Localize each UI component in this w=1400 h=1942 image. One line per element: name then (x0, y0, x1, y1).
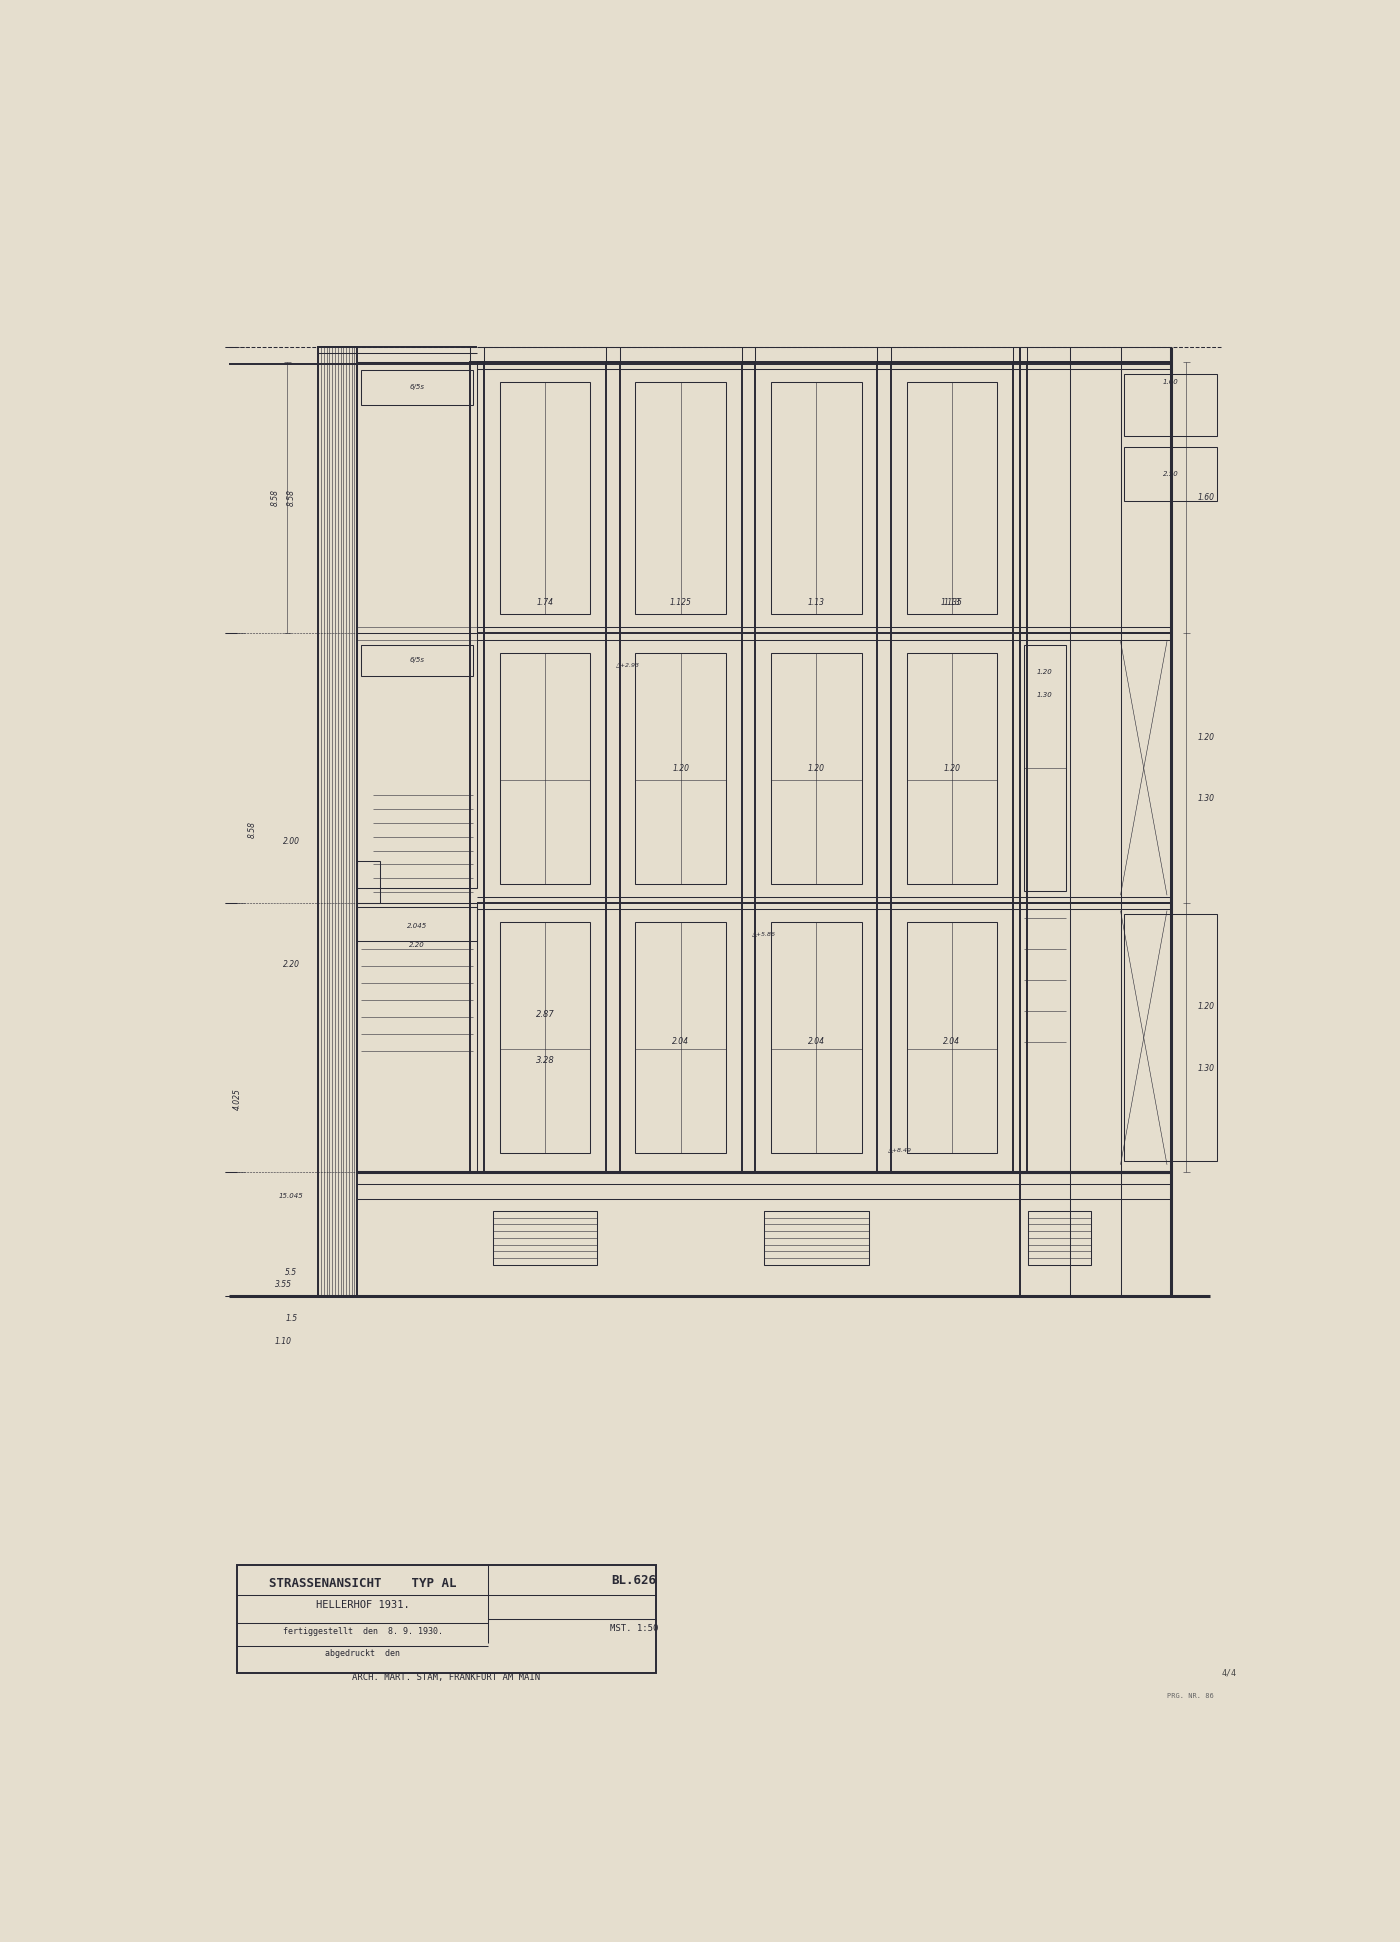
Bar (606, 363, 620, 1173)
Bar (470, 363, 484, 1173)
Bar (361, 371, 473, 404)
Text: 4/4: 4/4 (1221, 1668, 1236, 1678)
Text: 1.30: 1.30 (1197, 1064, 1214, 1074)
Bar (237, 1565, 655, 1672)
Text: HELLERHOF 1931.: HELLERHOF 1931. (315, 1600, 409, 1610)
Bar (500, 653, 591, 884)
Bar (907, 922, 997, 1154)
Text: BL.626: BL.626 (612, 1575, 657, 1587)
Bar (907, 653, 997, 884)
Text: 3.55: 3.55 (274, 1280, 293, 1289)
Text: △+8.49: △+8.49 (888, 1148, 911, 1152)
Text: 2.04: 2.04 (944, 1037, 960, 1047)
Bar (771, 383, 861, 614)
Text: 8.58: 8.58 (287, 489, 295, 507)
Text: 1.20: 1.20 (672, 763, 689, 773)
Text: △+2.93: △+2.93 (616, 662, 640, 666)
Bar (357, 860, 381, 903)
Text: 2.50: 2.50 (1163, 472, 1179, 478)
Text: STRASSENANSICHT    TYP AL: STRASSENANSICHT TYP AL (269, 1577, 456, 1590)
Text: 6/5s: 6/5s (410, 658, 424, 664)
Bar (1124, 447, 1218, 501)
Bar (742, 363, 756, 1173)
Bar (1124, 375, 1218, 435)
Text: 2.20: 2.20 (283, 959, 300, 969)
Bar (361, 645, 473, 676)
Bar (318, 348, 357, 1295)
Bar (500, 383, 591, 614)
Text: 1.135: 1.135 (941, 598, 963, 608)
Text: abgedruckt  den: abgedruckt den (325, 1649, 400, 1658)
Bar (500, 922, 591, 1154)
Text: 5.5: 5.5 (286, 1268, 297, 1278)
Bar (493, 1212, 598, 1264)
Text: 1.125: 1.125 (669, 598, 692, 608)
Text: 2.04: 2.04 (672, 1037, 689, 1047)
Bar (636, 922, 727, 1154)
Text: 1.13: 1.13 (808, 598, 825, 608)
Text: 8.58: 8.58 (248, 821, 258, 837)
Text: 1.30: 1.30 (1197, 794, 1214, 804)
Text: 2.045: 2.045 (407, 922, 427, 928)
Text: 2.00: 2.00 (283, 837, 300, 847)
Bar (878, 363, 892, 1173)
Text: 1.30: 1.30 (1037, 691, 1053, 697)
Text: 2.04: 2.04 (808, 1037, 825, 1047)
Bar (907, 383, 997, 614)
Text: 1.60: 1.60 (1163, 379, 1179, 385)
Text: 4.025: 4.025 (232, 1088, 241, 1111)
Bar (1028, 1212, 1091, 1264)
Text: MST. 1:50: MST. 1:50 (609, 1624, 658, 1633)
Text: 2.20: 2.20 (409, 942, 426, 948)
Text: 1.74: 1.74 (536, 598, 553, 608)
Text: 1.13: 1.13 (944, 598, 960, 608)
Bar (357, 903, 477, 1173)
Text: 1.5: 1.5 (286, 1315, 297, 1323)
Text: 2.87: 2.87 (536, 1010, 554, 1020)
Text: 1.20: 1.20 (944, 763, 960, 773)
Text: ARCH. MART. STAM, FRANKFURT AM MAIN: ARCH. MART. STAM, FRANKFURT AM MAIN (353, 1674, 540, 1682)
Text: 6/5s: 6/5s (410, 385, 424, 390)
Text: 1.20: 1.20 (1197, 1002, 1214, 1012)
Text: fertiggestellt  den  8. 9. 1930.: fertiggestellt den 8. 9. 1930. (283, 1627, 442, 1635)
Text: PRG. NR. 86: PRG. NR. 86 (1168, 1693, 1214, 1699)
Text: 15.045: 15.045 (279, 1192, 304, 1198)
Bar (771, 922, 861, 1154)
Bar (1012, 363, 1026, 1173)
Text: 1.20: 1.20 (808, 763, 825, 773)
Bar (771, 653, 861, 884)
Bar (1124, 915, 1218, 1161)
Text: 1.60: 1.60 (1197, 493, 1214, 503)
Text: 1.10: 1.10 (274, 1338, 293, 1346)
Text: 1.20: 1.20 (1197, 732, 1214, 742)
Bar (636, 383, 727, 614)
Bar (764, 1212, 868, 1264)
Bar (357, 363, 477, 887)
Bar (1023, 645, 1067, 891)
Text: 1.20: 1.20 (1037, 668, 1053, 676)
Bar (357, 907, 477, 942)
Bar (636, 653, 727, 884)
Text: 3.28: 3.28 (536, 1056, 554, 1066)
Text: △+5.86: △+5.86 (752, 932, 776, 936)
Text: 8.58: 8.58 (272, 489, 280, 507)
